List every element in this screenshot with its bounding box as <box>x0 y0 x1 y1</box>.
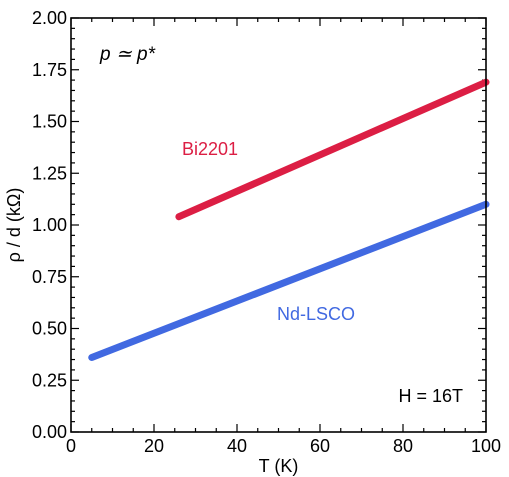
plot-frame <box>70 17 487 433</box>
x-tick-label: 100 <box>471 436 501 456</box>
x-tick-label: 0 <box>66 436 76 456</box>
y-tick-label: 0.75 <box>32 267 67 287</box>
y-tick-label: 1.00 <box>32 215 67 235</box>
field-annotation: H = 16T <box>398 386 463 406</box>
series-line-nd-lsco <box>88 200 490 361</box>
series-label-bi2201: Bi2201 <box>182 139 238 159</box>
doping-annotation: p ≃ p* <box>99 44 156 65</box>
series-label-nd-lsco: Nd-LSCO <box>277 304 355 324</box>
y-tick-label: 2.00 <box>32 8 67 28</box>
x-tick-label: 80 <box>393 436 413 456</box>
y-tick-label: 1.75 <box>32 60 67 80</box>
y-axis-title: ρ / d (kΩ) <box>4 188 24 263</box>
y-tick-label: 0.00 <box>32 422 67 442</box>
x-tick-label: 40 <box>227 436 247 456</box>
y-tick-label: 1.50 <box>32 112 67 132</box>
y-tick-label: 0.25 <box>32 370 67 390</box>
x-tick-label: 60 <box>310 436 330 456</box>
labels-layer: 0 20 40 60 80 100 0.00 0.25 0.50 0.75 1.00 1.25 1.50… <box>32 8 501 456</box>
y-tick-label: 1.25 <box>32 163 67 183</box>
x-axis-title: T (K) <box>259 456 299 476</box>
x-tick-label: 20 <box>144 436 164 456</box>
series-layer <box>88 78 490 361</box>
y-tick-label: 0.50 <box>32 319 67 339</box>
series-line-bi2201 <box>175 78 490 221</box>
